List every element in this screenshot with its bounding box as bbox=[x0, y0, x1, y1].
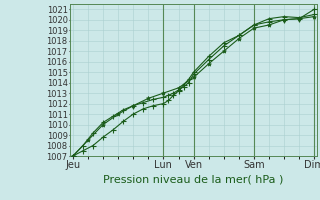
X-axis label: Pression niveau de la mer( hPa ): Pression niveau de la mer( hPa ) bbox=[103, 174, 284, 184]
